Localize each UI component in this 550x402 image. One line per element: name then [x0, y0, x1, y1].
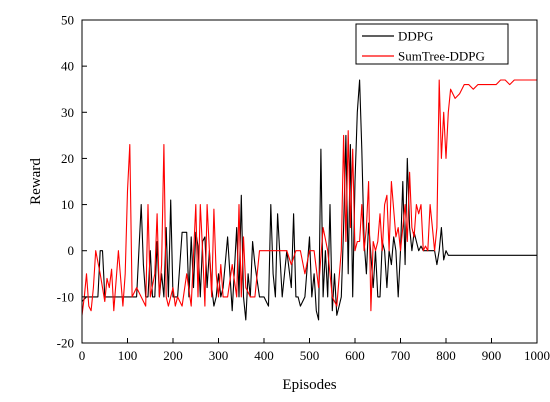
x-tick-label: 800: [436, 348, 456, 363]
y-tick-label: 0: [68, 243, 75, 258]
series-layer: [81, 79, 537, 321]
x-tick-label: 100: [118, 348, 138, 363]
x-tick-label: 900: [482, 348, 502, 363]
y-tick-label: -20: [57, 336, 74, 351]
ticks-layer: 0 100 200 300 400 500 600 700 800 900 1000 -20 -10 0 1…: [57, 13, 550, 364]
y-tick-label: 10: [61, 197, 74, 212]
x-axis-title: Episodes: [282, 377, 336, 393]
legend-label-sumtree-ddpg: SumTree-DDPG: [398, 49, 485, 64]
legend: DDPG SumTree-DDPG: [355, 23, 509, 65]
y-tick-label: 50: [61, 13, 74, 28]
x-tick-label: 300: [209, 348, 229, 363]
legend-box: [355, 23, 509, 65]
x-tick-label: 1000: [524, 348, 550, 363]
x-tick-label: 400: [254, 348, 274, 363]
y-axis-title: Reward: [28, 158, 44, 205]
x-tick-label: 700: [391, 348, 411, 363]
x-tick-label: 0: [79, 348, 86, 363]
legend-label-ddpg: DDPG: [398, 29, 433, 44]
x-tick-label: 500: [300, 348, 320, 363]
y-tick-label: -10: [57, 289, 74, 304]
x-tick-label: 200: [163, 348, 183, 363]
y-tick-label: 40: [61, 59, 74, 74]
y-tick-label: 30: [61, 105, 74, 120]
x-tick-label: 600: [345, 348, 365, 363]
y-tick-label: 20: [61, 151, 74, 166]
series-line-sumtree-ddpg: [81, 79, 537, 316]
